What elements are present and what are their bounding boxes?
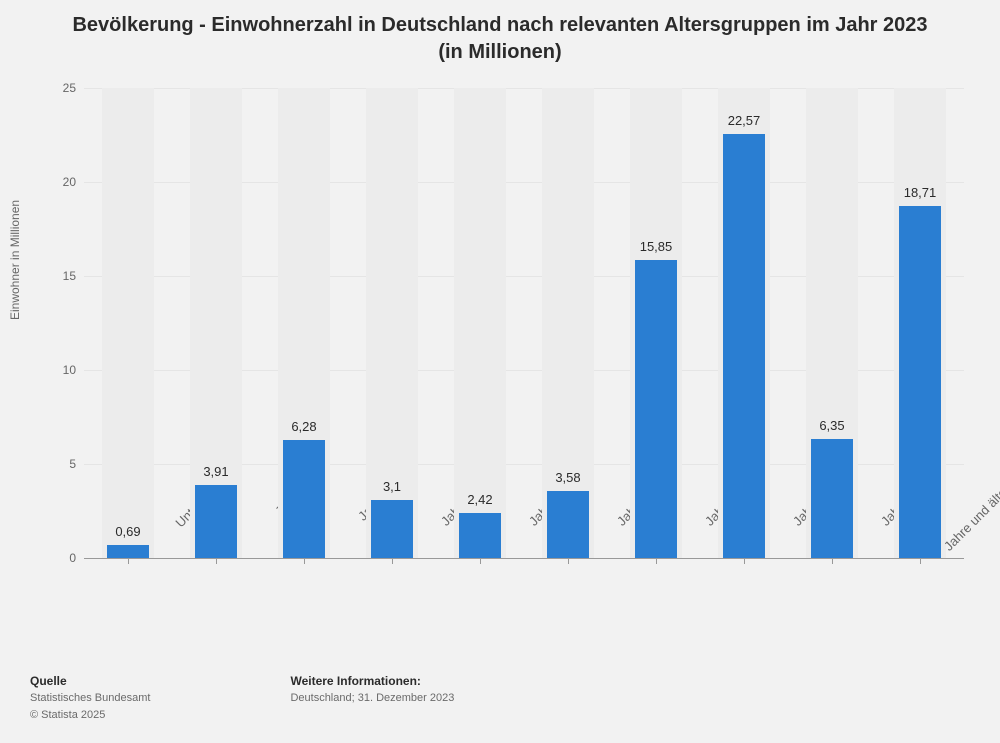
bar: 3,91 (195, 485, 237, 559)
y-axis-label: Einwohner in Millionen (8, 200, 22, 320)
bar-shadow (542, 88, 593, 558)
bar-slot: 2,4218-20 Jahre (436, 88, 524, 558)
bar-slot: 3,114-17 Jahre (348, 88, 436, 558)
y-tick-label: 0 (69, 551, 84, 565)
y-tick-label: 10 (63, 363, 84, 377)
bar: 18,71 (899, 206, 941, 558)
bar-value-label: 6,28 (291, 419, 316, 434)
footer-source-line1: Statistisches Bundesamt (30, 690, 150, 707)
bar: 15,85 (635, 260, 677, 558)
y-tick-label: 5 (69, 457, 84, 471)
chart-container: Bevölkerung - Einwohnerzahl in Deutschla… (0, 0, 1000, 743)
footer-info: Weitere Informationen: Deutschland; 31. … (290, 672, 454, 723)
bar-value-label: 22,57 (728, 113, 761, 128)
bar-slot: 18,7165 Jahre und älter (876, 88, 964, 558)
bar-slot: 6,286-13 Jahre (260, 88, 348, 558)
bar: 6,35 (811, 439, 853, 558)
bar-slot: 15,8525-39 Jahre (612, 88, 700, 558)
y-tick-label: 20 (63, 175, 84, 189)
bar-value-label: 2,42 (467, 492, 492, 507)
bar-slot: 6,3560-64 Jahre (788, 88, 876, 558)
bar-slot: 3,911-5 Jahre (172, 88, 260, 558)
y-tick-label: 15 (63, 269, 84, 283)
bar-value-label: 3,58 (555, 470, 580, 485)
chart-title: Bevölkerung - Einwohnerzahl in Deutschla… (0, 12, 1000, 66)
footer-info-heading: Weitere Informationen: (290, 672, 454, 690)
footer-source-line2: © Statista 2025 (30, 707, 150, 724)
y-tick-label: 25 (63, 81, 84, 95)
bar-value-label: 0,69 (115, 524, 140, 539)
bar-slot: 22,5740-59 Jahre (700, 88, 788, 558)
footer-info-line1: Deutschland; 31. Dezember 2023 (290, 690, 454, 707)
footer-source: Quelle Statistisches Bundesamt © Statist… (30, 672, 150, 723)
bar-slot: 0,69Unter 1 Jahr (84, 88, 172, 558)
bar-value-label: 15,85 (640, 239, 673, 254)
bar-slot: 3,5821-24 Jahre (524, 88, 612, 558)
chart-footer: Quelle Statistisches Bundesamt © Statist… (30, 672, 970, 723)
bar-value-label: 18,71 (904, 185, 937, 200)
footer-source-heading: Quelle (30, 672, 150, 690)
bar-value-label: 3,1 (383, 479, 401, 494)
bar-shadow (454, 88, 505, 558)
bar: 22,57 (723, 134, 765, 558)
bar-value-label: 6,35 (819, 418, 844, 433)
bar-shadow (102, 88, 153, 558)
bar: 6,28 (283, 440, 325, 558)
bar-value-label: 3,91 (203, 464, 228, 479)
plot-area: 05101520250,69Unter 1 Jahr3,911-5 Jahre6… (84, 88, 964, 558)
